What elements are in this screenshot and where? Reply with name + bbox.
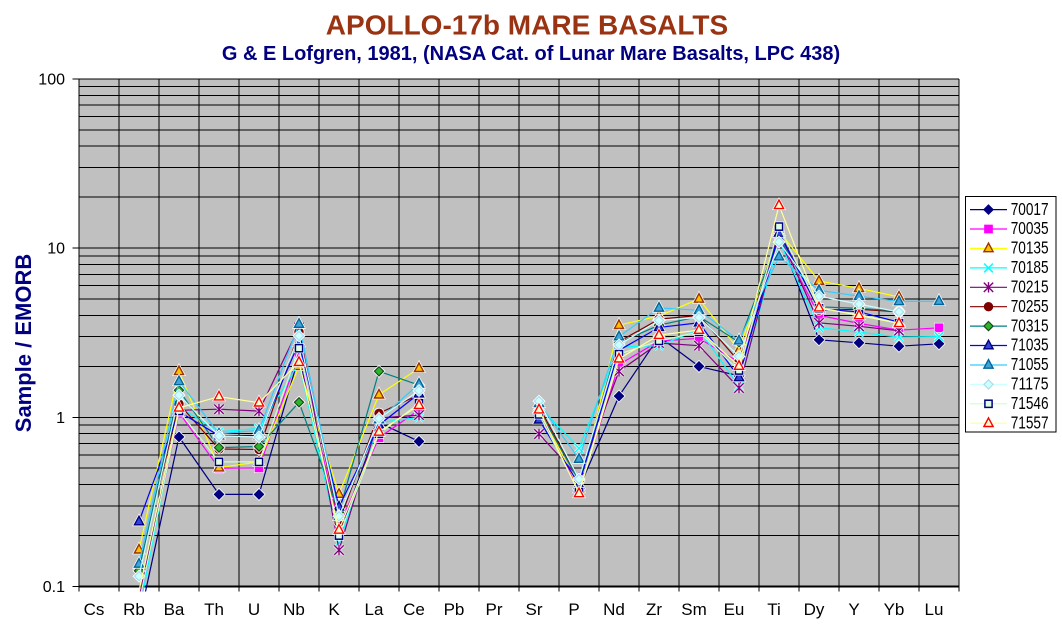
svg-text:Ba: Ba [164, 600, 185, 619]
svg-text:Sample / EMORB: Sample / EMORB [11, 254, 36, 432]
svg-text:71557: 71557 [1011, 412, 1049, 432]
svg-text:0.1: 0.1 [43, 579, 65, 596]
svg-text:Ti: Ti [767, 600, 781, 619]
svg-text:P: P [568, 600, 579, 619]
svg-text:Y: Y [848, 600, 859, 619]
svg-text:Pr: Pr [486, 600, 503, 619]
svg-text:Cs: Cs [84, 600, 105, 619]
svg-text:La: La [365, 600, 384, 619]
svg-text:70017: 70017 [1011, 199, 1049, 219]
svg-text:71175: 71175 [1011, 374, 1049, 394]
svg-text:71035: 71035 [1011, 335, 1049, 355]
svg-text:71055: 71055 [1011, 354, 1049, 374]
svg-text:Sm: Sm [681, 600, 707, 619]
svg-text:100: 100 [38, 71, 65, 88]
svg-text:U: U [248, 600, 260, 619]
svg-text:G & E Lofgren, 1981, (NASA Cat: G & E Lofgren, 1981, (NASA Cat. of Lunar… [222, 43, 840, 65]
svg-text:Ce: Ce [403, 600, 425, 619]
svg-text:10: 10 [47, 241, 65, 258]
svg-text:Sr: Sr [526, 600, 543, 619]
svg-text:Zr: Zr [646, 600, 662, 619]
svg-text:Dy: Dy [804, 600, 825, 619]
svg-text:APOLLO-17b MARE BASALTS: APOLLO-17b MARE BASALTS [326, 10, 728, 41]
svg-text:Pb: Pb [444, 600, 465, 619]
svg-text:Eu: Eu [724, 600, 745, 619]
svg-text:Yb: Yb [884, 600, 905, 619]
svg-text:70035: 70035 [1011, 218, 1049, 238]
svg-text:70215: 70215 [1011, 277, 1049, 297]
svg-text:Nb: Nb [283, 600, 305, 619]
svg-text:70185: 70185 [1011, 257, 1049, 277]
svg-text:71546: 71546 [1011, 393, 1049, 413]
svg-text:70135: 70135 [1011, 238, 1049, 258]
svg-text:Lu: Lu [925, 600, 944, 619]
svg-text:70255: 70255 [1011, 296, 1049, 316]
svg-text:Nd: Nd [603, 600, 625, 619]
svg-text:Rb: Rb [123, 600, 145, 619]
svg-text:70315: 70315 [1011, 315, 1049, 335]
svg-text:K: K [328, 600, 340, 619]
svg-text:1: 1 [56, 410, 65, 427]
svg-text:Th: Th [204, 600, 224, 619]
